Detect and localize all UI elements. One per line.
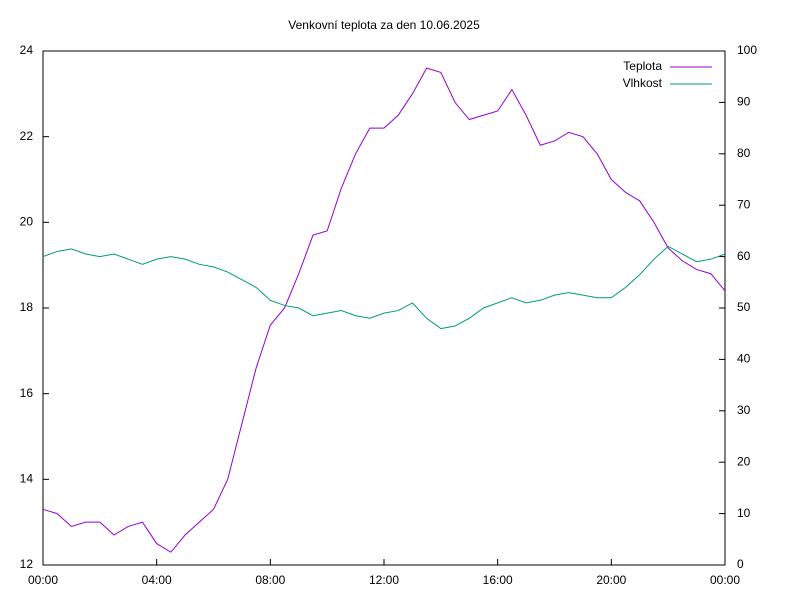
y-tick-label: 14 bbox=[20, 472, 34, 486]
x-tick-label: 04:00 bbox=[142, 573, 172, 587]
y2-tick-label: 20 bbox=[737, 454, 751, 468]
y-tick-label: 18 bbox=[20, 300, 34, 314]
series-line bbox=[42, 67, 726, 553]
y-tick-label: 16 bbox=[20, 386, 34, 400]
y-tick-label: 24 bbox=[20, 43, 34, 57]
x-tick-label: 16:00 bbox=[483, 573, 513, 587]
y2-tick-label: 100 bbox=[737, 43, 757, 57]
x-tick-label: 12:00 bbox=[369, 573, 399, 587]
legend-label: Teplota bbox=[623, 59, 662, 73]
x-tick-label: 00:00 bbox=[710, 573, 740, 587]
chart-title: Venkovní teplota za den 10.06.2025 bbox=[288, 18, 480, 32]
y2-tick-label: 60 bbox=[737, 249, 751, 263]
y2-tick-label: 40 bbox=[737, 352, 751, 366]
y2-tick-label: 10 bbox=[737, 506, 751, 520]
y-tick-label: 22 bbox=[20, 129, 34, 143]
y-tick-label: 12 bbox=[20, 557, 34, 571]
y2-tick-label: 90 bbox=[737, 95, 751, 109]
y2-tick-label: 30 bbox=[737, 403, 751, 417]
x-tick-label: 00:00 bbox=[28, 573, 58, 587]
legend-label: Vlhkost bbox=[623, 76, 663, 90]
x-tick-label: 08:00 bbox=[255, 573, 285, 587]
y-tick-label: 20 bbox=[20, 215, 34, 229]
y2-tick-label: 0 bbox=[737, 557, 744, 571]
series-line bbox=[42, 245, 726, 330]
y2-tick-label: 80 bbox=[737, 146, 751, 160]
x-tick-label: 20:00 bbox=[596, 573, 626, 587]
y2-tick-label: 50 bbox=[737, 300, 751, 314]
y2-tick-label: 70 bbox=[737, 197, 751, 211]
